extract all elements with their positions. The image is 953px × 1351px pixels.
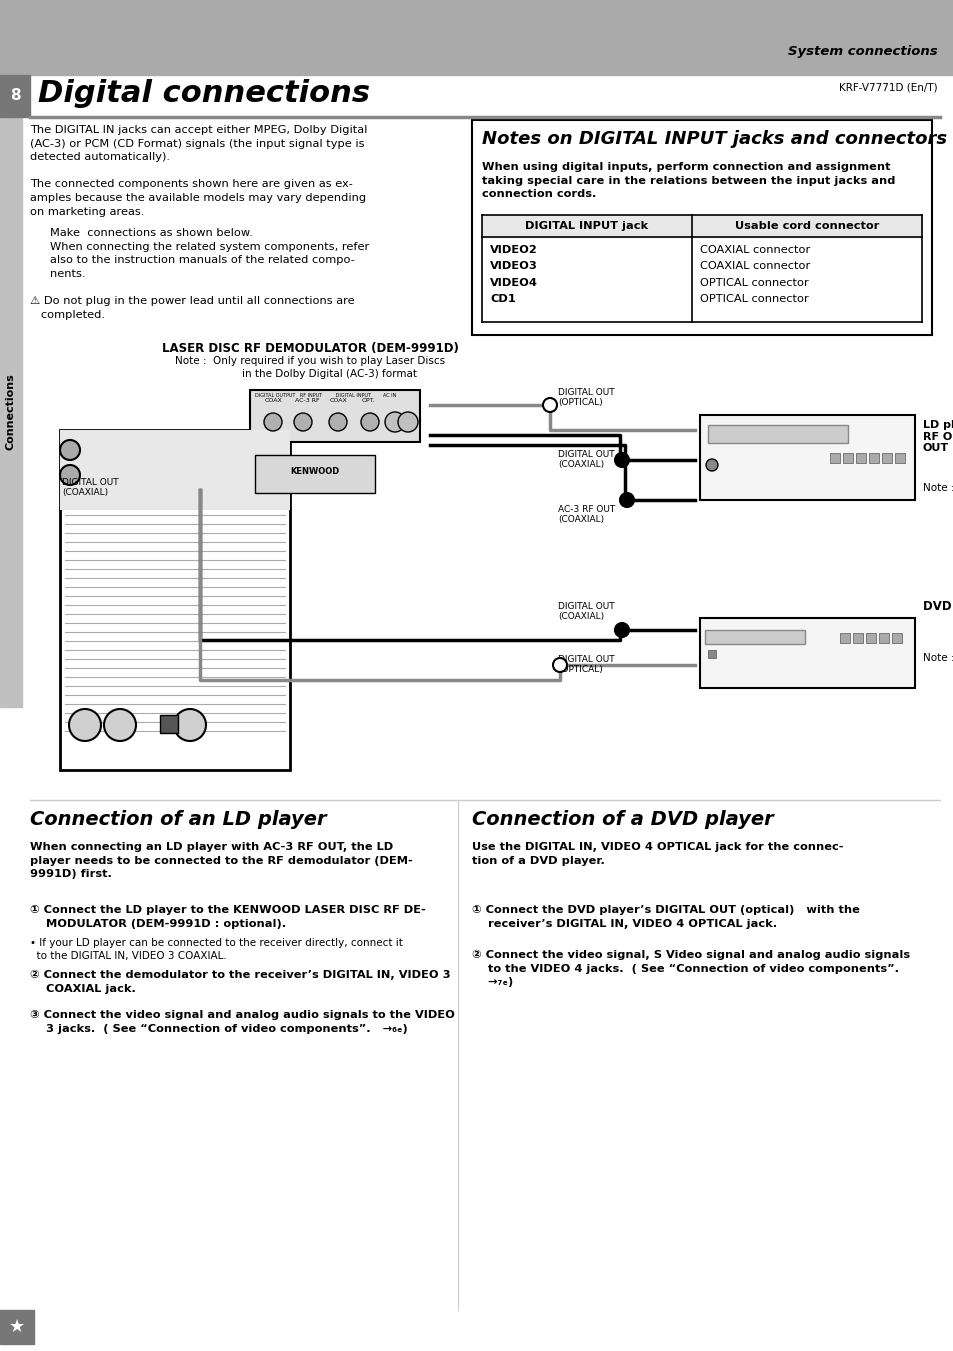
Text: LD player with AC-3
RF OUT and DIGITAL
OUT: LD player with AC-3 RF OUT and DIGITAL O… [923, 420, 953, 453]
Bar [829, 453, 840, 463]
Text: Connection of a DVD player: Connection of a DVD player [472, 811, 773, 830]
Text: DIGITAL OUTPUT   RF INPUT         DIGITAL INPUT        AC IN: DIGITAL OUTPUT RF INPUT DIGITAL INPUT AC… [254, 393, 395, 399]
Text: ② Connect the demodulator to the receiver’s DIGITAL IN, VIDEO 3
    COAXIAL jack: ② Connect the demodulator to the receive… [30, 970, 450, 994]
Text: 8: 8 [10, 89, 20, 104]
Text: ② Connect the video signal, S Video signal and analog audio signals
    to the V: ② Connect the video signal, S Video sign… [472, 950, 909, 988]
Bar [254, 455, 375, 493]
Bar [894, 453, 904, 463]
Text: VIDEO2
VIDEO3
VIDEO4
CD1: VIDEO2 VIDEO3 VIDEO4 CD1 [490, 245, 537, 304]
Bar [868, 453, 878, 463]
Bar [852, 634, 862, 643]
Text: AC-3 RF OUT
(COAXIAL): AC-3 RF OUT (COAXIAL) [558, 505, 615, 524]
Text: Make  connections as shown below.
When connecting the related system components,: Make connections as shown below. When co… [50, 228, 369, 278]
Bar [250, 390, 419, 442]
Bar [704, 630, 804, 644]
Circle shape [60, 465, 80, 485]
Bar [160, 715, 178, 734]
Text: COAX: COAX [330, 399, 348, 403]
Circle shape [619, 493, 634, 507]
Bar [707, 426, 847, 443]
Text: Digital connections: Digital connections [38, 80, 370, 108]
Bar [0, 0, 953, 76]
Text: OPT.: OPT. [361, 399, 375, 403]
Text: DIGITAL OUT
(COAXIAL): DIGITAL OUT (COAXIAL) [62, 478, 118, 497]
Text: Note :  Connect either optical or co-
            axial cord.
            Should: Note : Connect either optical or co- axi… [923, 653, 953, 715]
Circle shape [69, 709, 101, 740]
Circle shape [705, 459, 718, 471]
Text: COAXIAL connector
COAXIAL connector
OPTICAL connector
OPTICAL connector: COAXIAL connector COAXIAL connector OPTI… [700, 245, 809, 304]
Text: AC-3 RF: AC-3 RF [294, 399, 319, 403]
Circle shape [173, 709, 206, 740]
Text: Usable cord connector: Usable cord connector [734, 222, 879, 231]
Text: Connections: Connections [6, 374, 16, 450]
Text: ★: ★ [9, 1319, 25, 1336]
Circle shape [542, 399, 557, 412]
Bar [60, 430, 290, 509]
Bar [878, 634, 888, 643]
Bar [0, 1310, 34, 1344]
Circle shape [104, 709, 136, 740]
Text: COAX: COAX [265, 399, 282, 403]
Text: DIGITAL OUT
(COAXIAL): DIGITAL OUT (COAXIAL) [558, 603, 614, 621]
Bar [891, 634, 901, 643]
Text: Use the DIGITAL IN, VIDEO 4 OPTICAL jack for the connec-
tion of a DVD player.: Use the DIGITAL IN, VIDEO 4 OPTICAL jack… [472, 842, 842, 866]
Circle shape [360, 413, 378, 431]
Text: DIGITAL INPUT jack: DIGITAL INPUT jack [525, 222, 648, 231]
Text: Note :  Only required if you wish to play Laser Discs
            in the Dolby D: Note : Only required if you wish to play… [174, 357, 445, 380]
Bar [0, 118, 22, 707]
Circle shape [553, 658, 566, 671]
Text: ⚠ Do not plug in the power lead until all connections are
   completed.: ⚠ Do not plug in the power lead until al… [30, 296, 355, 320]
Bar [700, 415, 914, 500]
Text: When connecting an LD player with AC-3 RF OUT, the LD
player needs to be connect: When connecting an LD player with AC-3 R… [30, 842, 413, 880]
Circle shape [329, 413, 347, 431]
Bar [842, 453, 852, 463]
Text: ① Connect the LD player to the KENWOOD LASER DISC RF DE-
    MODULATOR (DEM-9991: ① Connect the LD player to the KENWOOD L… [30, 905, 425, 928]
Bar [707, 650, 716, 658]
Text: Connection of an LD player: Connection of an LD player [30, 811, 326, 830]
Text: ③ Connect the video signal and analog audio signals to the VIDEO
    3 jacks.  (: ③ Connect the video signal and analog au… [30, 1011, 455, 1034]
Circle shape [615, 453, 628, 467]
Text: When using digital inputs, perform connection and assignment
taking special care: When using digital inputs, perform conne… [481, 162, 895, 199]
Text: KENWOOD: KENWOOD [290, 467, 339, 476]
Text: The DIGITAL IN jacks can accept either MPEG, Dolby Digital
(AC-3) or PCM (CD For: The DIGITAL IN jacks can accept either M… [30, 126, 367, 216]
Bar [60, 430, 290, 770]
Text: DVD player with DIGITAL OUT: DVD player with DIGITAL OUT [923, 600, 953, 613]
Circle shape [385, 412, 405, 432]
Text: ① Connect the DVD player’s DIGITAL OUT (optical)   with the
    receiver’s DIGIT: ① Connect the DVD player’s DIGITAL OUT (… [472, 905, 859, 928]
Text: System connections: System connections [787, 45, 937, 58]
Text: DIGITAL OUT
(OPTICAL): DIGITAL OUT (OPTICAL) [558, 655, 614, 674]
Bar [855, 453, 865, 463]
Text: Note :  Connect either optical or co-
            axial cord.
            Should: Note : Connect either optical or co- axi… [923, 484, 953, 544]
Circle shape [60, 440, 80, 459]
Bar [865, 634, 875, 643]
Text: DIGITAL OUT
(COAXIAL): DIGITAL OUT (COAXIAL) [558, 450, 614, 469]
Circle shape [615, 623, 628, 638]
Text: Notes on DIGITAL INPUT jacks and connectors: Notes on DIGITAL INPUT jacks and connect… [481, 130, 946, 149]
Bar [472, 120, 931, 335]
Text: KRF-V7771D (En/T): KRF-V7771D (En/T) [839, 82, 937, 92]
Circle shape [264, 413, 282, 431]
Circle shape [397, 412, 417, 432]
Bar [481, 215, 921, 236]
Bar [0, 76, 30, 118]
Text: LASER DISC RF DEMODULATOR (DEM-9991D): LASER DISC RF DEMODULATOR (DEM-9991D) [161, 342, 458, 355]
Text: DIGITAL OUT
(OPTICAL): DIGITAL OUT (OPTICAL) [558, 388, 614, 408]
Bar [882, 453, 891, 463]
Circle shape [294, 413, 312, 431]
Bar [700, 617, 914, 688]
Bar [840, 634, 849, 643]
Text: • If your LD player can be connected to the receiver directly, connect it
  to t: • If your LD player can be connected to … [30, 938, 402, 961]
